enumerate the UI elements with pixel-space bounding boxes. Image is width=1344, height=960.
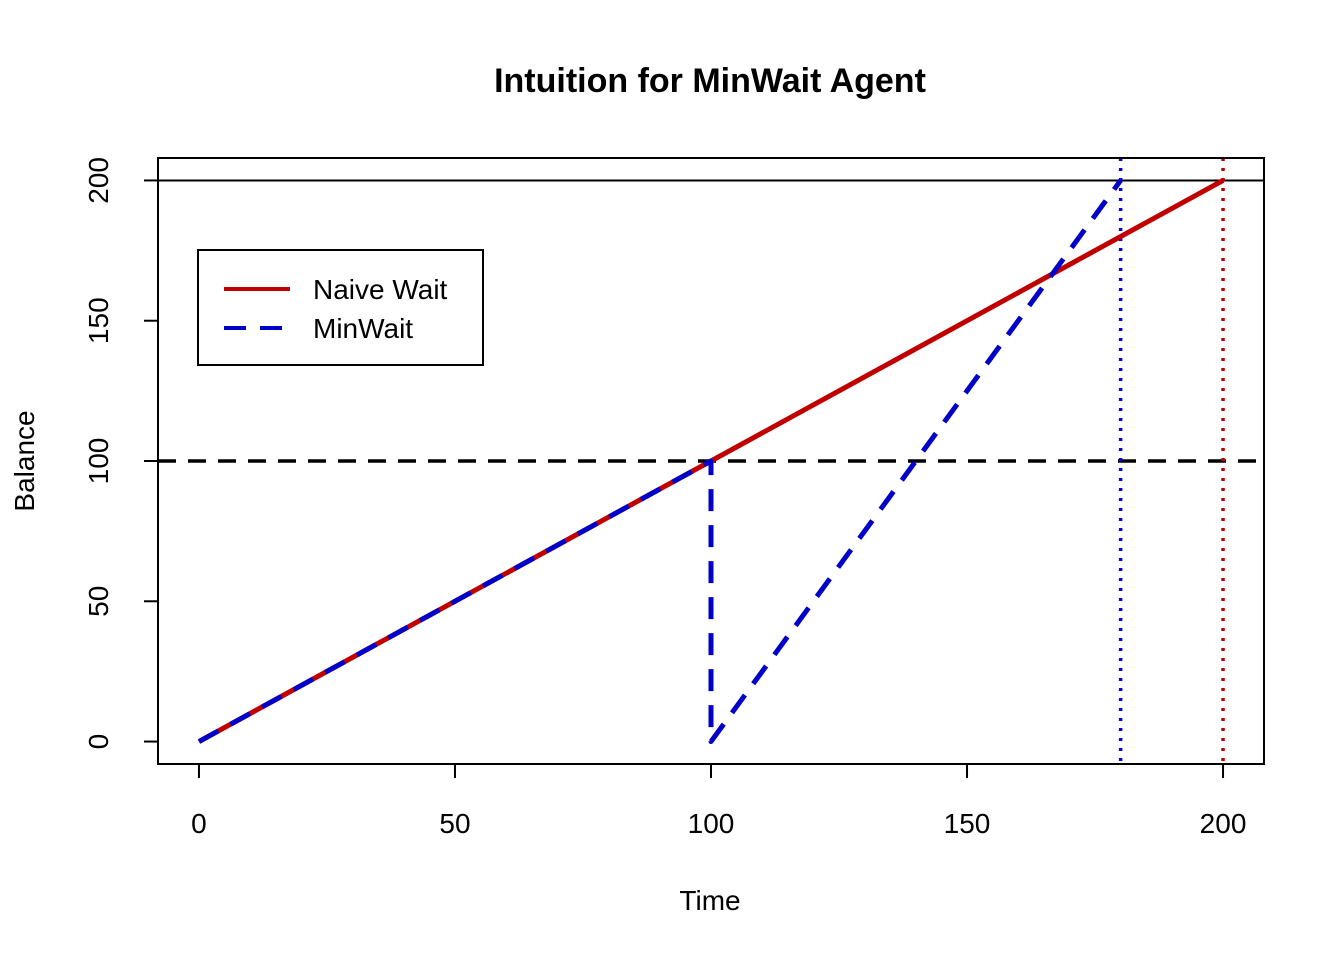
legend-label-naive-wait: Naive Wait [313,274,448,305]
legend-label-minwait: MinWait [313,313,413,344]
y-axis-label: Balance [9,410,40,511]
y-tick-label-150: 150 [83,297,114,344]
x-tick-label-50: 50 [439,808,470,839]
series-lines [197,178,1225,745]
x-axis-label: Time [679,885,740,916]
legend: Naive Wait MinWait [197,249,484,366]
chart-title: Intuition for MinWait Agent [494,62,926,100]
legend-box [197,249,484,366]
y-tick-label-0: 0 [83,734,114,750]
x-tick-label-0: 0 [191,808,207,839]
y-tick-label-100: 100 [83,438,114,485]
x-tick-label-200: 200 [1200,808,1247,839]
y-axis: 0 50 100 150 200 [83,157,159,750]
y-tick-label-50: 50 [83,586,114,617]
x-tick-label-150: 150 [944,808,991,839]
x-axis: 0 50 100 150 200 [191,763,1247,839]
y-tick-label-200: 200 [83,157,114,204]
series-line-minwait [197,178,1123,745]
x-tick-label-100: 100 [688,808,735,839]
